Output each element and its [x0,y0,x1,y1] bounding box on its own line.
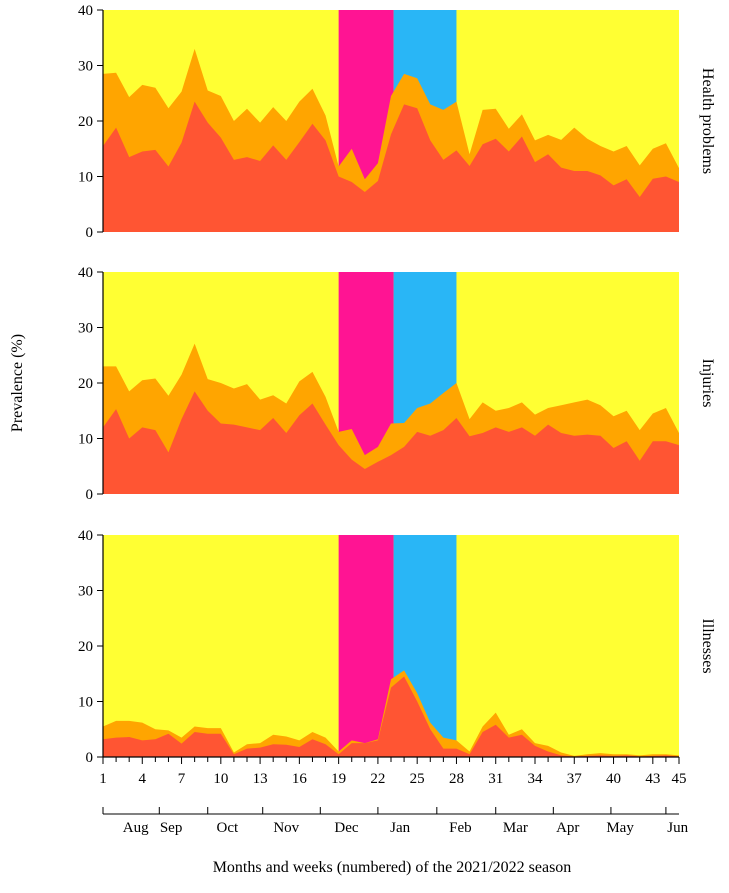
month-label: Feb [449,820,472,836]
month-label: May [606,820,634,836]
x-tick-label: 10 [213,771,228,787]
x-tick-label: 13 [253,771,268,787]
y-tick-label: 40 [78,528,93,544]
x-tick-label: 40 [606,771,621,787]
y-tick-label: 0 [86,750,94,766]
month-label: Oct [217,820,239,836]
x-tick-label: 31 [488,771,503,787]
month-label: Mar [503,820,528,836]
panel-1: 0 10 20 30 40 Health problems [78,3,716,241]
area-substantial [103,391,679,494]
y-axis-title: Prevalence (%) [9,334,26,432]
panel-2: 0 10 20 30 40 Injuries [78,265,716,503]
x-tick-label: 43 [645,771,660,787]
month-label: Dec [334,820,358,836]
y-tick-label: 30 [78,59,93,75]
x-tick-label: 7 [178,771,186,787]
month-label: Aug [123,820,149,836]
y-tick-label: 20 [78,114,93,130]
x-tick-label: 22 [370,771,385,787]
y-tick-label: 10 [78,695,93,711]
x-axis-title: Months and weeks (numbered) of the 2021/… [213,859,572,876]
y-tick-label: 10 [78,432,93,448]
x-tick-label: 4 [139,771,147,787]
month-label: Nov [273,820,299,836]
area-substantial [103,676,679,757]
month-label: Jan [390,820,410,836]
x-tick-label: 45 [672,771,687,787]
x-tick-label: 34 [528,771,544,787]
y-tick-label: 20 [78,639,93,655]
y-tick-label: 20 [78,376,93,392]
panel-title: Health problems [699,68,716,174]
x-tick-label: 28 [449,771,464,787]
y-tick-label: 40 [78,3,93,19]
y-tick-label: 30 [78,321,93,337]
month-label: Jun [667,820,688,836]
panels: 0 10 20 30 40 Health problems 0 10 20 30 40 Injurie… [78,3,716,766]
area-substantial [103,101,679,232]
month-label: Sep [160,820,183,836]
panel-title: Injuries [699,359,716,408]
panel-title: Illnesses [699,618,716,673]
y-tick-label: 40 [78,265,93,281]
x-tick-label: 16 [292,771,308,787]
y-tick-label: 10 [78,170,93,186]
x-tick-label: 37 [567,771,583,787]
x-tick-label: 25 [410,771,425,787]
x-tick-label: 19 [331,771,346,787]
y-tick-label: 0 [86,225,94,241]
month-label: Apr [556,820,579,836]
panel-3: 0 10 20 30 40 Illnesses [78,528,716,766]
y-tick-label: 30 [78,584,93,600]
y-tick-label: 0 [86,487,94,503]
x-tick-label: 1 [99,771,107,787]
x-axis: 1 4 7 10 13 16 19 22 25 28 31 34 37 40 43 45 Aug Sep Oct No… [99,756,689,836]
